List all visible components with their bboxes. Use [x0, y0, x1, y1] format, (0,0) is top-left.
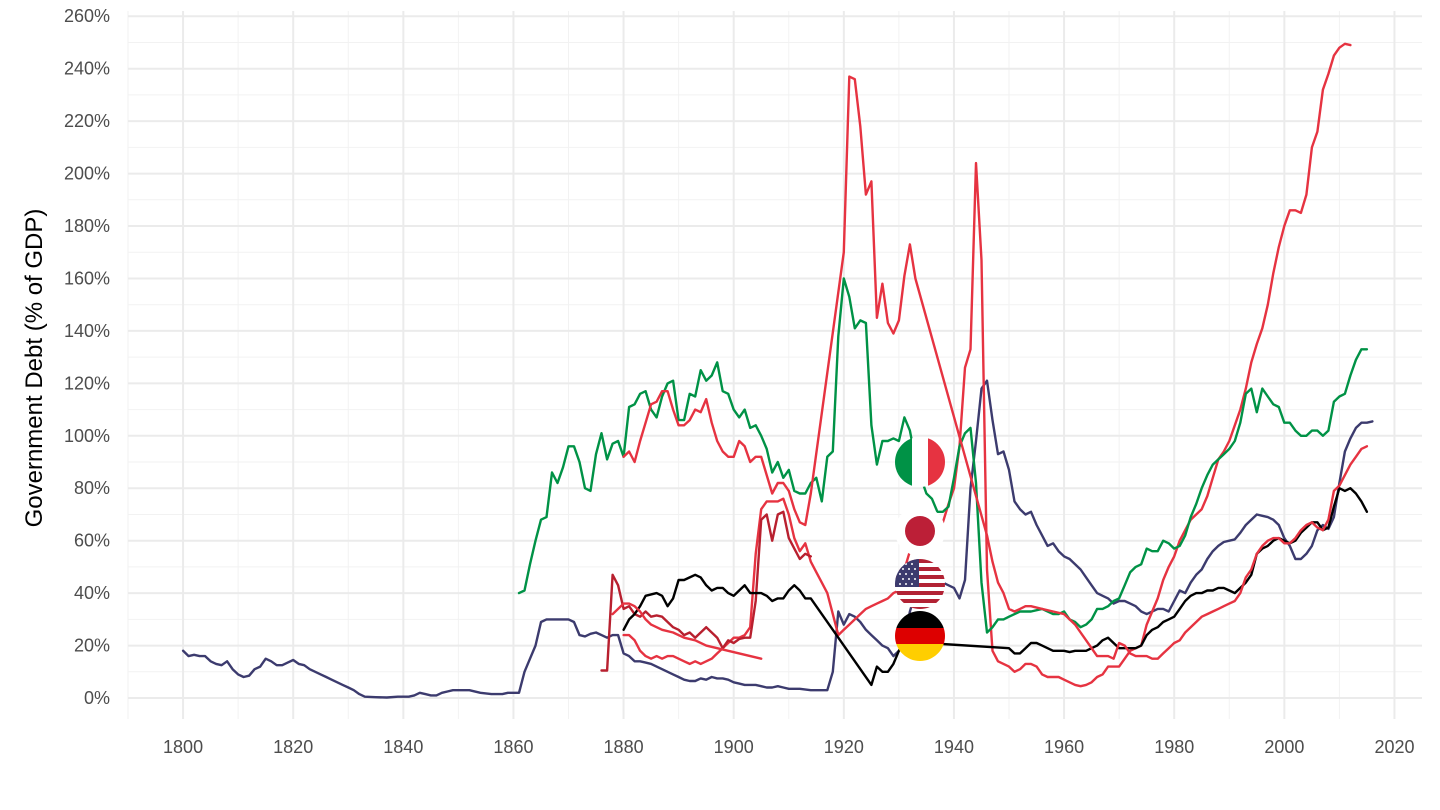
grid [127, 11, 1422, 719]
x-tick-label: 1920 [824, 737, 864, 757]
series-line-4 [622, 487, 1369, 687]
it-flag-icon [895, 437, 945, 487]
flag-legend [895, 437, 945, 661]
y-tick-label: 80% [74, 478, 110, 498]
series-line-5 [611, 602, 763, 660]
x-tick-label: 1960 [1044, 737, 1084, 757]
jp-flag-icon [895, 506, 945, 556]
series-line-6 [622, 75, 1369, 660]
x-tick-label: 1860 [493, 737, 533, 757]
y-tick-label: 100% [64, 426, 110, 446]
x-tick-label: 1820 [273, 737, 313, 757]
y-tick-label: 0% [84, 688, 110, 708]
x-tick-label: 1840 [383, 737, 423, 757]
x-tick-label: 1880 [604, 737, 644, 757]
series-line-0 [181, 379, 1374, 699]
y-tick-label: 40% [74, 583, 110, 603]
y-tick-label: 240% [64, 59, 110, 79]
series-line-3 [600, 510, 812, 672]
y-tick-label: 200% [64, 164, 110, 184]
y-tick-label: 60% [74, 531, 110, 551]
y-tick-label: 120% [64, 373, 110, 393]
x-tick-label: 2020 [1374, 737, 1414, 757]
y-tick-label: 220% [64, 111, 110, 131]
y-axis-title: Government Debt (% of GDP) [21, 209, 48, 528]
series-line-1 [622, 42, 1352, 688]
y-tick-label: 140% [64, 321, 110, 341]
x-tick-label: 1980 [1154, 737, 1194, 757]
series-line-2 [517, 277, 1369, 634]
de-flag-icon [895, 611, 945, 661]
series-lines [181, 42, 1374, 699]
us-flag-icon [895, 559, 945, 609]
y-tick-label: 260% [64, 6, 110, 26]
x-tick-label: 1800 [163, 737, 203, 757]
x-tick-label: 1900 [714, 737, 754, 757]
axes: Government Debt (% of GDP) 1800 1820 1840 1… [21, 6, 1414, 757]
y-tick-label: 180% [64, 216, 110, 236]
y-tick-label: 160% [64, 268, 110, 288]
x-tick-label: 1940 [934, 737, 974, 757]
y-tick-label: 20% [74, 636, 110, 656]
x-tick-label: 2000 [1264, 737, 1304, 757]
